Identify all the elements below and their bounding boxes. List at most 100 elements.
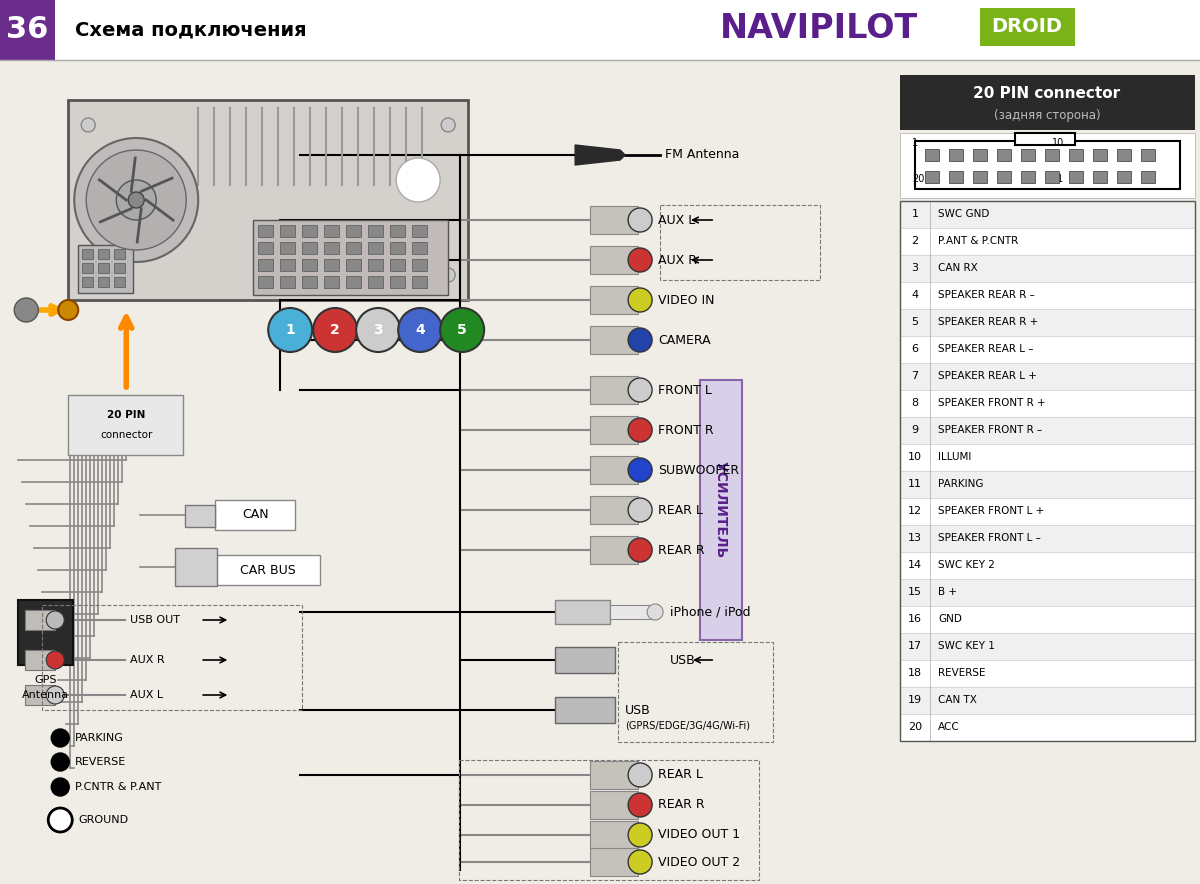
Bar: [900, 552, 1195, 579]
Bar: [1141, 149, 1156, 161]
Bar: [281, 242, 295, 254]
Bar: [68, 395, 184, 455]
Bar: [42, 605, 302, 710]
Text: USB: USB: [625, 704, 650, 717]
Text: 20 PIN: 20 PIN: [107, 410, 145, 420]
Bar: [460, 760, 760, 880]
Text: REAR R: REAR R: [658, 544, 704, 557]
Text: VIDEO OUT 2: VIDEO OUT 2: [658, 856, 740, 868]
Bar: [610, 605, 655, 619]
Bar: [900, 390, 1195, 417]
Text: 6: 6: [912, 344, 918, 354]
Bar: [0, 0, 55, 60]
Text: 11: 11: [1052, 174, 1064, 184]
Circle shape: [628, 458, 652, 482]
Text: CAN RX: CAN RX: [938, 263, 978, 273]
Text: ACC: ACC: [938, 722, 960, 732]
Bar: [1069, 171, 1084, 183]
Bar: [925, 149, 940, 161]
Bar: [78, 245, 133, 293]
Circle shape: [628, 763, 652, 787]
Text: 4: 4: [415, 323, 425, 337]
Text: Схема подключения: Схема подключения: [76, 20, 307, 40]
Text: 16: 16: [908, 614, 922, 624]
Text: SWC KEY 1: SWC KEY 1: [938, 641, 995, 651]
Circle shape: [440, 308, 484, 352]
Text: FRONT R: FRONT R: [658, 423, 714, 437]
Bar: [590, 848, 638, 876]
Bar: [900, 525, 1195, 552]
Bar: [390, 225, 406, 237]
Bar: [215, 555, 320, 585]
Text: SPEAKER REAR R +: SPEAKER REAR R +: [938, 317, 1038, 327]
Text: 10: 10: [1052, 138, 1064, 148]
Bar: [83, 263, 94, 273]
Bar: [98, 249, 109, 259]
Bar: [900, 471, 1195, 498]
Bar: [1117, 171, 1132, 183]
Circle shape: [116, 180, 156, 220]
Circle shape: [628, 538, 652, 562]
Bar: [412, 242, 427, 254]
Circle shape: [628, 418, 652, 442]
Bar: [346, 259, 361, 271]
Text: REAR R: REAR R: [658, 798, 704, 812]
Bar: [302, 276, 317, 288]
Text: CAN TX: CAN TX: [938, 695, 977, 705]
Text: B +: B +: [938, 587, 958, 597]
Bar: [83, 249, 94, 259]
Bar: [1015, 133, 1075, 145]
Bar: [997, 149, 1012, 161]
Bar: [83, 277, 94, 287]
Bar: [973, 149, 988, 161]
Text: SPEAKER FRONT L –: SPEAKER FRONT L –: [938, 533, 1040, 543]
Circle shape: [647, 604, 664, 620]
Bar: [1021, 171, 1036, 183]
Text: AUX R: AUX R: [658, 254, 697, 266]
Bar: [900, 201, 1195, 228]
Bar: [346, 242, 361, 254]
Text: USB OUT: USB OUT: [131, 615, 180, 625]
Circle shape: [442, 268, 455, 282]
Text: P.ANT & P.CNTR: P.ANT & P.CNTR: [938, 236, 1019, 246]
Text: 3: 3: [912, 263, 918, 273]
Text: SPEAKER FRONT R –: SPEAKER FRONT R –: [938, 425, 1043, 435]
Bar: [390, 259, 406, 271]
Text: PARKING: PARKING: [938, 479, 984, 489]
Bar: [618, 642, 773, 742]
Bar: [916, 141, 1180, 189]
Polygon shape: [575, 145, 625, 165]
Bar: [412, 225, 427, 237]
Text: PARKING: PARKING: [76, 733, 124, 743]
Text: 9: 9: [912, 425, 919, 435]
Text: GROUND: GROUND: [78, 815, 128, 825]
Text: CAR BUS: CAR BUS: [240, 563, 296, 576]
Circle shape: [628, 288, 652, 312]
Bar: [215, 500, 295, 530]
Bar: [390, 276, 406, 288]
Bar: [900, 133, 1195, 198]
Text: AUX L: AUX L: [658, 214, 695, 226]
Text: SPEAKER REAR R –: SPEAKER REAR R –: [938, 290, 1034, 300]
Circle shape: [86, 150, 186, 250]
Bar: [258, 276, 274, 288]
Bar: [900, 282, 1195, 309]
Text: GND: GND: [938, 614, 962, 624]
Circle shape: [628, 498, 652, 522]
Text: 19: 19: [908, 695, 922, 705]
Circle shape: [59, 300, 78, 320]
Text: connector: connector: [100, 430, 152, 440]
Circle shape: [356, 308, 400, 352]
Bar: [900, 579, 1195, 606]
Bar: [302, 259, 317, 271]
Text: 11: 11: [908, 479, 922, 489]
Text: P.CNTR & P.ANT: P.CNTR & P.ANT: [76, 782, 162, 792]
Text: 7: 7: [912, 371, 919, 381]
Bar: [412, 259, 427, 271]
Bar: [281, 259, 295, 271]
Bar: [368, 259, 383, 271]
Bar: [114, 249, 125, 259]
Bar: [368, 276, 383, 288]
Bar: [302, 225, 317, 237]
Text: FM Antenna: FM Antenna: [665, 149, 739, 162]
